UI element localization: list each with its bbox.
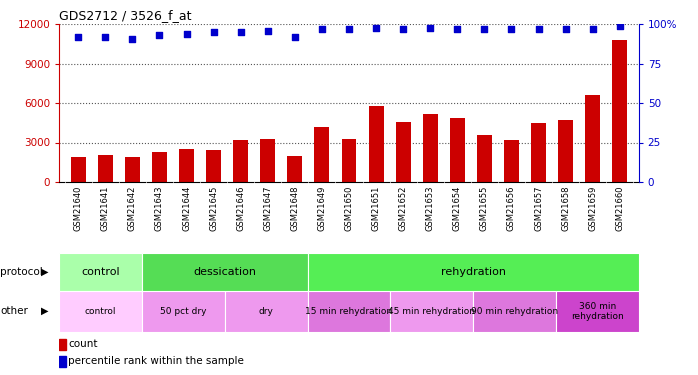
Text: 15 min rehydration: 15 min rehydration: [306, 307, 392, 316]
Point: [154, 32, 165, 38]
Point: [181, 31, 192, 37]
Bar: [390, 291, 473, 332]
Point: [479, 26, 490, 32]
Text: percentile rank within the sample: percentile rank within the sample: [68, 357, 244, 366]
Text: GSM21656: GSM21656: [507, 186, 516, 231]
Bar: [308, 291, 390, 332]
Point: [452, 26, 463, 32]
Text: GSM21650: GSM21650: [345, 186, 353, 231]
Text: GSM21641: GSM21641: [101, 186, 110, 231]
Bar: [341, 139, 357, 182]
Point: [100, 34, 111, 40]
Bar: [558, 120, 573, 182]
Text: GSM21658: GSM21658: [561, 186, 570, 231]
Bar: [477, 135, 492, 182]
Bar: [369, 106, 383, 182]
Bar: [556, 291, 639, 332]
Text: GSM21643: GSM21643: [155, 186, 164, 231]
Point: [506, 26, 517, 32]
Text: GSM21647: GSM21647: [263, 186, 272, 231]
Point: [343, 26, 355, 32]
Bar: [531, 123, 546, 182]
Point: [208, 29, 219, 35]
Text: count: count: [68, 339, 98, 349]
Text: 50 pct dry: 50 pct dry: [161, 307, 207, 316]
Bar: [179, 149, 194, 182]
Bar: [504, 140, 519, 182]
Bar: [288, 156, 302, 182]
Text: GSM21646: GSM21646: [236, 186, 245, 231]
Text: rehydration: rehydration: [440, 267, 505, 277]
Point: [614, 23, 625, 29]
Point: [127, 36, 138, 42]
Text: dessication: dessication: [193, 267, 256, 277]
Text: GSM21649: GSM21649: [318, 186, 327, 231]
Bar: [152, 152, 167, 182]
Text: GSM21659: GSM21659: [588, 186, 597, 231]
Text: GSM21653: GSM21653: [426, 186, 435, 231]
Text: GSM21652: GSM21652: [399, 186, 408, 231]
Bar: [125, 158, 140, 182]
Bar: [225, 291, 308, 332]
Text: ▶: ▶: [41, 267, 49, 277]
Point: [73, 34, 84, 40]
Bar: [473, 291, 556, 332]
Text: GSM21645: GSM21645: [209, 186, 218, 231]
Text: other: other: [0, 306, 28, 316]
Text: GSM21640: GSM21640: [74, 186, 83, 231]
Point: [262, 28, 274, 34]
Bar: [206, 150, 221, 182]
Point: [289, 34, 300, 40]
Text: control: control: [85, 307, 117, 316]
Bar: [233, 140, 248, 182]
Text: ▶: ▶: [41, 306, 49, 316]
Text: GSM21644: GSM21644: [182, 186, 191, 231]
Text: GSM21648: GSM21648: [290, 186, 299, 231]
Point: [371, 24, 382, 30]
Point: [235, 29, 246, 35]
Bar: [450, 118, 465, 182]
Text: GSM21657: GSM21657: [534, 186, 543, 231]
Point: [316, 26, 327, 32]
Bar: [585, 95, 600, 182]
Bar: [98, 155, 113, 182]
Bar: [59, 339, 66, 350]
Point: [398, 26, 409, 32]
Text: 90 min rehydration: 90 min rehydration: [471, 307, 558, 316]
Bar: [70, 157, 86, 182]
Bar: [59, 356, 66, 367]
Text: GDS2712 / 3526_f_at: GDS2712 / 3526_f_at: [59, 9, 192, 22]
Point: [424, 24, 436, 30]
Bar: [59, 253, 142, 291]
Bar: [59, 291, 142, 332]
Text: GSM21660: GSM21660: [615, 186, 624, 231]
Bar: [315, 127, 329, 182]
Text: 45 min rehydration: 45 min rehydration: [388, 307, 475, 316]
Text: dry: dry: [259, 307, 274, 316]
Text: 360 min
rehydration: 360 min rehydration: [571, 302, 624, 321]
Text: GSM21642: GSM21642: [128, 186, 137, 231]
Point: [533, 26, 544, 32]
Text: GSM21651: GSM21651: [371, 186, 380, 231]
Bar: [260, 139, 275, 182]
Bar: [612, 40, 628, 182]
Bar: [423, 114, 438, 182]
Bar: [396, 122, 410, 182]
Text: GSM21654: GSM21654: [453, 186, 462, 231]
Text: control: control: [82, 267, 120, 277]
Text: GSM21655: GSM21655: [480, 186, 489, 231]
Text: protocol: protocol: [0, 267, 43, 277]
Point: [587, 26, 598, 32]
Bar: [142, 291, 225, 332]
Point: [560, 26, 571, 32]
Bar: [142, 253, 308, 291]
Bar: [308, 253, 639, 291]
